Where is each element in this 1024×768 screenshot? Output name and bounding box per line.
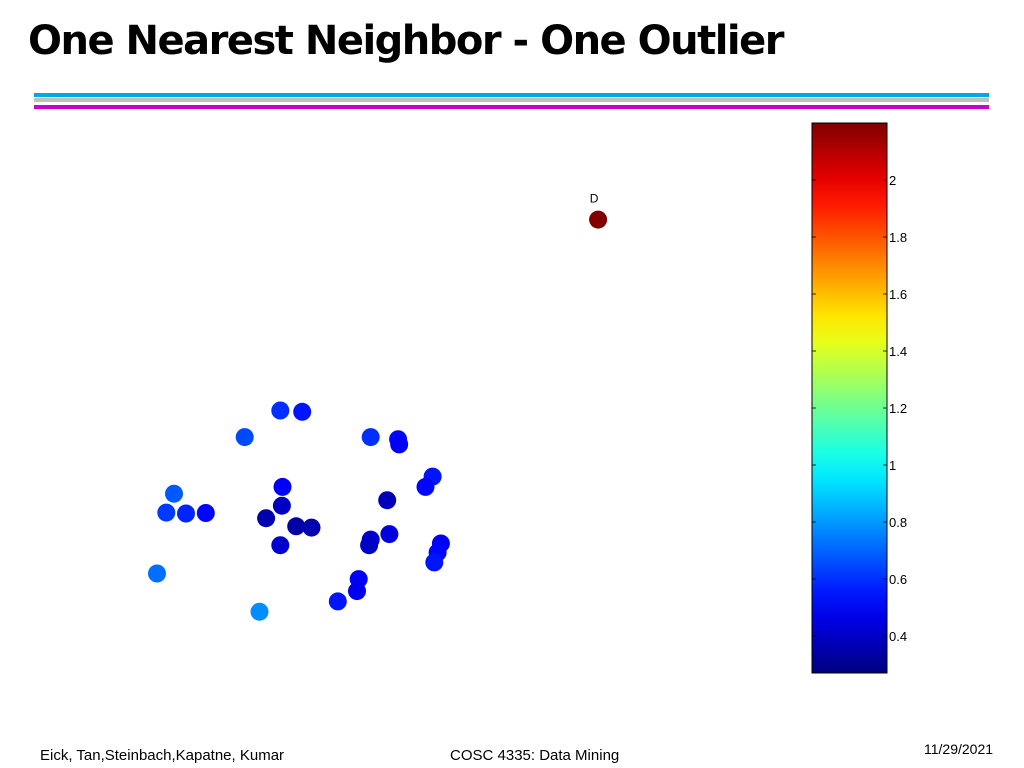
data-point bbox=[271, 401, 290, 420]
colorbar-tick-label: 1 bbox=[889, 458, 896, 473]
data-point bbox=[177, 504, 195, 523]
footer-course: COSC 4335: Data Mining bbox=[450, 747, 620, 764]
data-point bbox=[328, 592, 347, 611]
point-label: D bbox=[590, 192, 599, 206]
data-point bbox=[416, 477, 435, 496]
colorbar-tick-label: 1.8 bbox=[889, 230, 907, 245]
data-point bbox=[302, 518, 321, 537]
data-point bbox=[196, 504, 215, 522]
data-point bbox=[425, 553, 444, 572]
data-point bbox=[271, 536, 290, 555]
footer-date: 11/29/2021 bbox=[924, 741, 994, 757]
slide-title: One Nearest Neighbor - One Outlier bbox=[28, 18, 784, 64]
colorbar-tick-label: 0.4 bbox=[889, 629, 907, 644]
point-d bbox=[589, 210, 608, 229]
colorbar-ticks: 2 1.8 1.6 1.4 1.2 1 0.8 0.6 0.4 bbox=[812, 173, 907, 644]
data-point bbox=[250, 602, 269, 621]
data-point bbox=[390, 435, 409, 454]
data-point bbox=[272, 496, 291, 515]
data-point bbox=[348, 582, 366, 601]
colorbar-tick-label: 1.6 bbox=[889, 287, 907, 302]
colorbar-gradient bbox=[811, 122, 888, 674]
data-point bbox=[378, 491, 397, 510]
colorbar-tick-label: 1.2 bbox=[889, 401, 907, 416]
data-point bbox=[287, 517, 306, 536]
colorbar: 2 1.8 1.6 1.4 1.2 1 0.8 0.6 0.4 bbox=[811, 122, 907, 674]
data-point bbox=[360, 536, 379, 555]
colorbar-tick-label: 2 bbox=[889, 173, 896, 188]
colorbar-tick-label: 1.4 bbox=[889, 344, 907, 359]
data-point bbox=[157, 503, 176, 522]
points-layer: D bbox=[148, 192, 608, 621]
data-point bbox=[273, 477, 292, 496]
data-point bbox=[257, 509, 276, 528]
footer-authors: Eick, Tan,Steinbach,Kapatne, Kumar bbox=[40, 747, 285, 764]
title-underline-magenta bbox=[34, 105, 989, 109]
data-point bbox=[293, 402, 312, 421]
data-point bbox=[165, 484, 183, 503]
title-underline-cyan bbox=[34, 93, 989, 97]
data-point bbox=[235, 428, 254, 447]
colorbar-tick-label: 0.6 bbox=[889, 572, 907, 587]
colorbar-tick-label: 0.8 bbox=[889, 515, 907, 530]
data-point bbox=[361, 428, 380, 447]
data-point bbox=[148, 564, 166, 583]
data-point bbox=[380, 525, 399, 544]
title-underline-gray bbox=[34, 98, 989, 102]
